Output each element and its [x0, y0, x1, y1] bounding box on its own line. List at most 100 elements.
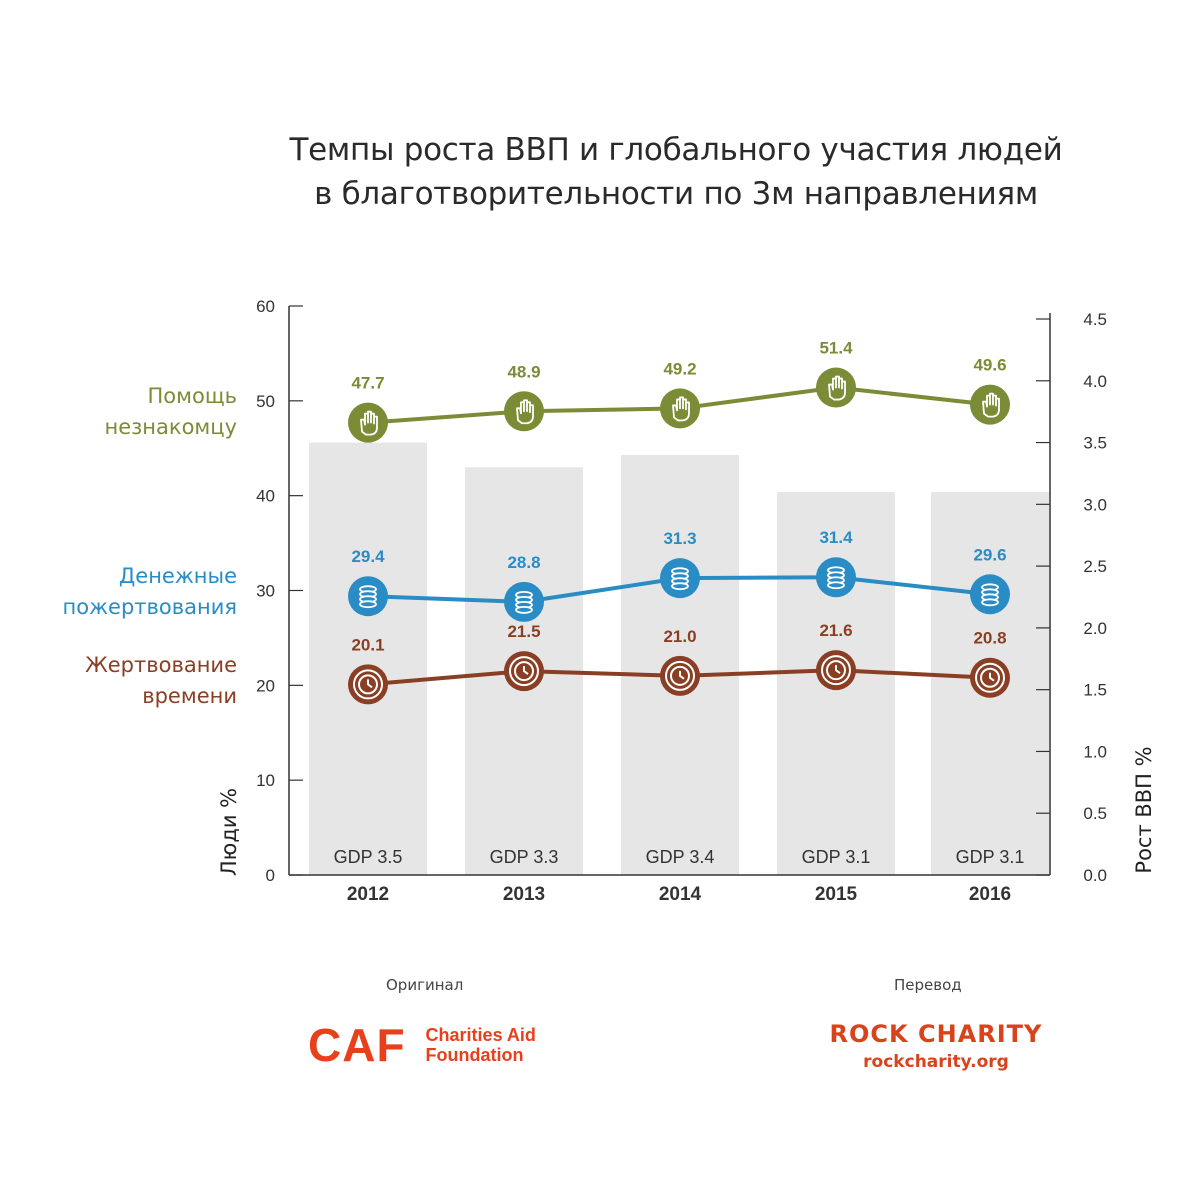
caf-logo-mark: CAF [308, 1019, 406, 1071]
data-label: 21.0 [663, 627, 696, 646]
coins-icon [515, 590, 533, 614]
clock-icon [670, 665, 690, 686]
left-axis-tick-label: 20 [256, 676, 275, 695]
marker-ring [509, 656, 539, 687]
series-group: 29.4 28.8 31.3 31.4 29.6 Денежные пожертвовани… [63, 528, 1010, 622]
rock-charity-name: ROCK CHARITY [829, 1020, 1043, 1048]
right-axis-tick-label: 2.5 [1083, 557, 1107, 576]
hand-icon [360, 410, 378, 436]
chart-canvas: GDP 3.5 GDP 3.3 GDP 3.4 GDP 3.1 GDP 3.1 0 10 20… [63, 297, 1156, 905]
coin-shape [359, 600, 377, 609]
gdp-bar-label: GDP 3.1 [802, 847, 871, 867]
clock-icon [826, 660, 846, 681]
gdp-bar [309, 442, 427, 875]
series-name: незнакомцу [104, 415, 237, 439]
x-axis-tick-label: 2014 [659, 884, 702, 905]
coins-icon [827, 566, 845, 590]
marker-ring [975, 662, 1005, 693]
left-axis-title: Люди % [217, 788, 241, 876]
clock-hands [989, 672, 995, 682]
rock-charity-logo: ROCK CHARITY rockcharity.org [800, 1020, 1072, 1072]
coins-icon [671, 567, 689, 591]
data-label: 47.7 [351, 374, 384, 393]
coins-icon [981, 583, 999, 607]
marker-ring [821, 655, 851, 686]
clock-icon [358, 674, 378, 695]
right-axis-tick-label: 0.5 [1083, 804, 1107, 823]
x-axis-tick-label: 2012 [347, 884, 389, 905]
marker-ring [665, 660, 695, 691]
data-label: 49.6 [973, 356, 1006, 375]
hand-icon-shape [828, 375, 846, 401]
right-axis-tick-label: 1.5 [1083, 681, 1107, 700]
right-axis-tick-label: 4.5 [1083, 310, 1107, 329]
right-axis-tick-label: 0.0 [1083, 866, 1107, 885]
hand-icon-shape [672, 396, 690, 422]
caf-logo-line-2: Foundation [425, 1045, 524, 1065]
right-axis-tick-label: 1.0 [1083, 742, 1107, 761]
data-label: 28.8 [507, 553, 540, 572]
gdp-bar-label: GDP 3.3 [490, 847, 559, 867]
coins-icon [359, 585, 377, 609]
clock-hands [367, 679, 373, 689]
hand-icon [516, 399, 534, 425]
clock-hands [835, 665, 841, 674]
hand-icon [672, 396, 690, 422]
right-axis-tick-label: 4.0 [1083, 372, 1107, 391]
series-group: 20.1 21.5 21.0 21.6 20.8 Жертвование времени [85, 621, 1010, 708]
clock-icon [514, 661, 534, 682]
clock-face [826, 660, 846, 681]
hand-icon-shape [516, 399, 534, 425]
data-label: 21.5 [507, 622, 540, 641]
data-label: 48.9 [507, 362, 540, 381]
right-axis-tick-label: 3.5 [1083, 434, 1107, 453]
data-label: 21.6 [819, 621, 852, 640]
translation-label: Перевод [894, 976, 962, 994]
left-axis-tick-label: 50 [256, 392, 275, 411]
clock-face [358, 674, 378, 695]
gdp-bar-label: GDP 3.5 [334, 847, 403, 867]
gdp-bar-label: GDP 3.1 [956, 847, 1025, 867]
series-name: времени [142, 684, 237, 708]
left-axis-tick-label: 60 [256, 297, 275, 316]
right-axis-tick-label: 2.0 [1083, 619, 1107, 638]
caf-logo-text: Charities Aid Foundation [426, 1025, 536, 1065]
hand-icon [828, 375, 846, 401]
clock-hands [523, 666, 529, 675]
series-name: Помощь [148, 384, 238, 408]
data-label: 49.2 [663, 359, 696, 378]
left-axis-tick-label: 10 [256, 771, 275, 790]
marker-ring [353, 669, 383, 700]
series-name: Жертвование [85, 653, 237, 677]
clock-icon [980, 667, 1000, 688]
left-axis-tick-label: 30 [256, 582, 275, 601]
coin-shape [671, 582, 689, 591]
x-axis-tick-label: 2013 [503, 884, 545, 905]
gdp-bar-label: GDP 3.4 [646, 847, 715, 867]
left-axis-tick-label: 0 [266, 866, 275, 885]
chart-title-line-2: в благотворительности по 3м направлениям [314, 176, 1038, 212]
rock-charity-url: rockcharity.org [863, 1052, 1009, 1072]
data-label: 51.4 [819, 339, 853, 358]
right-axis-tick-label: 3.0 [1083, 495, 1107, 514]
hand-icon-shape [982, 392, 1000, 418]
clock-face [514, 661, 534, 682]
series-group: 47.7 48.9 49.2 51.4 49.6 Помощь незнакомцу [104, 339, 1010, 443]
original-label: Оригинал [386, 976, 464, 994]
series-name: Денежные [119, 564, 237, 588]
coin-shape [827, 581, 845, 590]
chart-title-line-1: Темпы роста ВВП и глобального участия лю… [289, 132, 1063, 168]
caf-logo-line-1: Charities Aid [425, 1025, 536, 1045]
right-axis-title: Рост ВВП % [1132, 746, 1156, 873]
chart-title: Темпы роста ВВП и глобального участия лю… [0, 128, 1200, 216]
caf-logo: CAF Charities Aid Foundation [308, 1022, 536, 1068]
data-label: 29.6 [973, 545, 1006, 564]
x-axis-tick-label: 2015 [815, 884, 858, 905]
hand-icon-shape [360, 410, 378, 436]
left-axis-tick-label: 40 [256, 487, 275, 506]
clock-face [670, 665, 690, 686]
coin-shape [515, 605, 533, 614]
data-label: 20.8 [973, 629, 1006, 648]
data-label: 20.1 [351, 635, 384, 654]
data-label: 29.4 [351, 547, 385, 566]
